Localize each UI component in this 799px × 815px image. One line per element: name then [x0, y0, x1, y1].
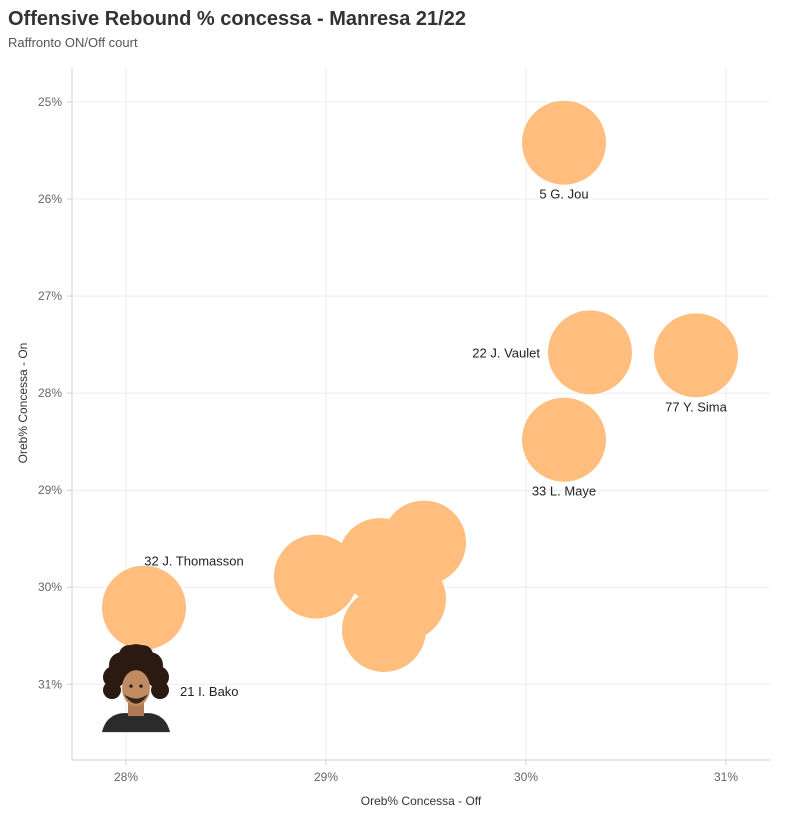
x-ticks: 28% 29% 30% 31% [114, 760, 738, 784]
data-point [102, 565, 186, 650]
data-point [654, 313, 738, 398]
chart-subtitle: Raffronto ON/Off court [8, 35, 138, 50]
point-label: 22 J. Vaulet [472, 345, 540, 360]
eye-shape [139, 684, 143, 688]
y-tick-label: 25% [38, 95, 62, 109]
data-points [102, 100, 738, 733]
data-point [522, 100, 606, 185]
hair-curl [103, 681, 121, 700]
x-tick-label: 31% [714, 770, 738, 784]
x-tick-label: 29% [314, 770, 338, 784]
neck-shape [128, 703, 144, 717]
data-point [342, 587, 426, 672]
y-tick-label: 29% [38, 483, 62, 497]
point-label: 5 G. Jou [539, 187, 588, 202]
point-label: 32 J. Thomasson [144, 554, 243, 569]
x-axis-label: Oreb% Concessa - Off [361, 794, 482, 808]
data-point [274, 534, 358, 619]
y-ticks: 25% 26% 27% 28% 29% 30% 31% [38, 95, 72, 691]
point-label: 33 L. Maye [532, 484, 596, 499]
hair-curl [133, 645, 153, 666]
hair-curl [119, 645, 139, 666]
y-tick-label: 31% [38, 677, 62, 691]
x-tick-label: 28% [114, 770, 138, 784]
y-tick-label: 28% [38, 386, 62, 400]
eye-shape [129, 684, 133, 688]
y-axis-label: Oreb% Concessa - On [16, 343, 30, 464]
beard-shape [124, 694, 148, 704]
shirt-shape [102, 713, 170, 733]
data-point [522, 397, 606, 482]
x-tick-label: 30% [514, 770, 538, 784]
point-label: 21 I. Bako [180, 684, 239, 699]
y-tick-label: 27% [38, 289, 62, 303]
chart-title: Offensive Rebound % concessa - Manresa 2… [8, 8, 466, 30]
data-point [548, 310, 632, 395]
player-photo-marker [102, 644, 170, 733]
hair-curl [151, 681, 169, 700]
point-labels: 5 G. Jou 22 J. Vaulet 77 Y. Sima 33 L. Maye… [144, 187, 727, 699]
y-tick-label: 30% [38, 580, 62, 594]
point-label: 77 Y. Sima [665, 399, 727, 414]
y-tick-label: 26% [38, 192, 62, 206]
